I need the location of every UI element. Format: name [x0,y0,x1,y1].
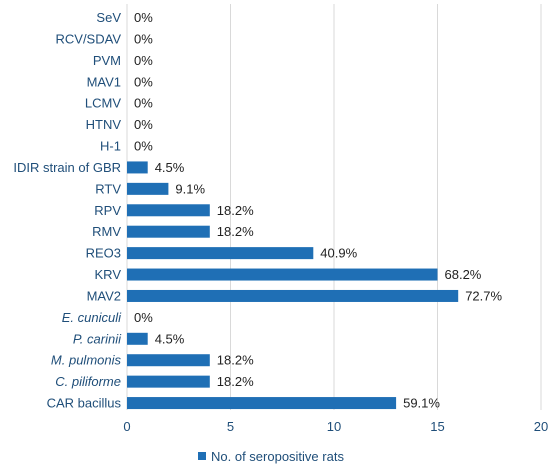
data-label: 72.7% [465,288,502,303]
category-label: M. pulmonis [51,353,122,368]
category-label: MAV1 [87,74,121,89]
bars [127,161,459,410]
bar [127,332,148,345]
category-label: PVM [93,53,121,68]
category-label: REO3 [86,246,121,261]
category-label: P. carinii [73,331,122,346]
data-label: 9.1% [175,181,205,196]
data-label: 18.2% [217,203,254,218]
bar [127,225,210,238]
data-labels: 0%0%0%0%0%0%0%4.5%9.1%18.2%18.2%40.9%68.… [134,10,503,411]
category-label: LCMV [85,96,121,111]
data-label: 0% [134,310,153,325]
category-label: KRV [95,267,122,282]
x-tick-label: 10 [327,419,341,434]
category-label: RPV [94,203,121,218]
bar [127,247,314,260]
data-label: 18.2% [217,374,254,389]
data-label: 0% [134,96,153,111]
bar [127,397,397,410]
bar [127,161,148,174]
bar [127,182,169,195]
category-label: H-1 [100,139,121,154]
x-axis-ticks: 0 5 10 15 20 [123,419,548,434]
category-label: CAR bacillus [47,396,122,411]
data-label: 0% [134,31,153,46]
x-tick-label: 20 [534,419,548,434]
data-label: 0% [134,10,153,25]
category-label: C. piliforme [55,374,121,389]
bar [127,289,459,302]
bar [127,375,210,388]
legend-label: No. of seropositive rats [211,449,344,464]
data-label: 18.2% [217,224,254,239]
data-label: 68.2% [445,267,482,282]
category-label: HTNV [86,117,122,132]
data-label: 40.9% [320,246,357,261]
category-label: RMV [92,224,121,239]
legend: No. of seropositive rats [198,449,344,464]
data-label: 4.5% [155,160,185,175]
x-tick-label: 0 [123,419,130,434]
category-label: MAV2 [87,288,121,303]
bar [127,354,210,367]
data-label: 59.1% [403,396,440,411]
data-label: 18.2% [217,353,254,368]
data-label: 0% [134,139,153,154]
x-tick-label: 5 [227,419,234,434]
category-label: E. cuniculi [62,310,122,325]
data-label: 0% [134,53,153,68]
category-labels: SeV RCV/SDAV PVM MAV1 LCMV HTNV H-1 IDIR strain… [13,10,122,411]
category-label: RCV/SDAV [56,31,122,46]
legend-swatch [198,452,206,460]
category-label: RTV [95,181,121,196]
bar [127,268,438,281]
category-label: IDIR strain of GBR [13,160,121,175]
data-label: 4.5% [155,331,185,346]
data-label: 0% [134,117,153,132]
x-tick-label: 15 [430,419,444,434]
bar [127,204,210,217]
data-label: 0% [134,74,153,89]
category-label: SeV [96,10,121,25]
